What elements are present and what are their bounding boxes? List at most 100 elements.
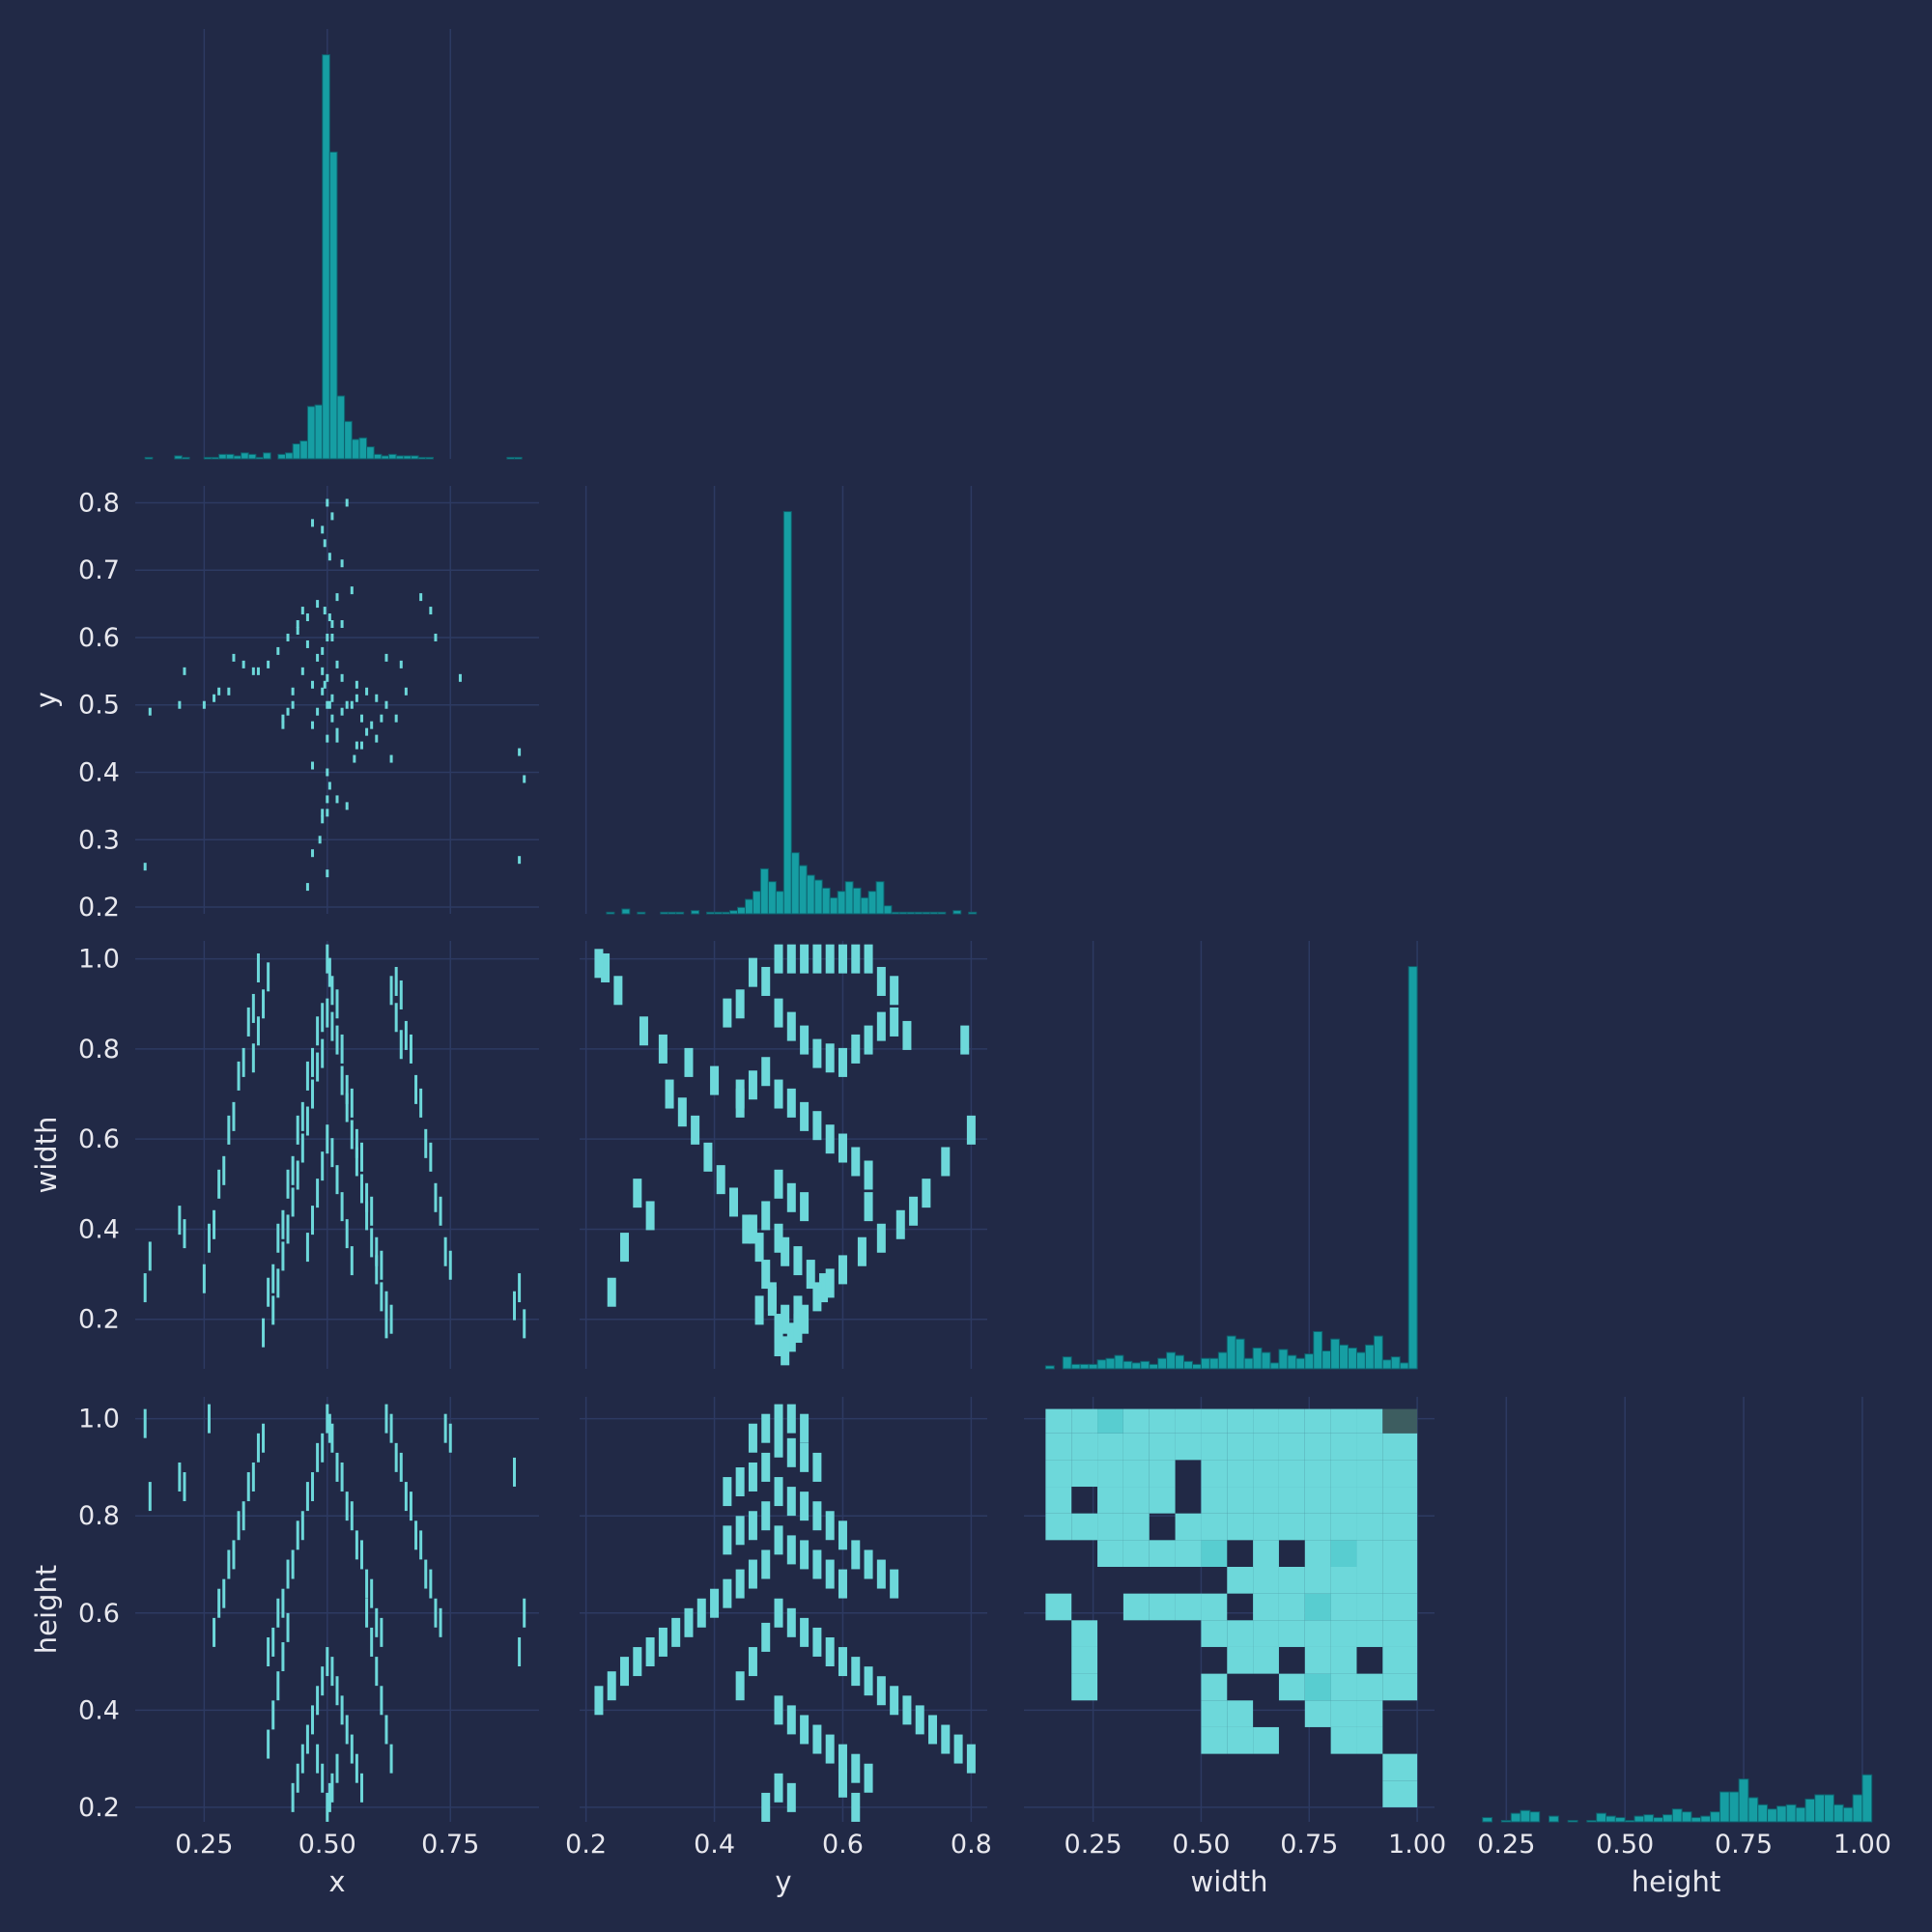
- hist-bar-width: [1278, 1349, 1289, 1370]
- scatter-mark-x_width: [434, 1182, 438, 1212]
- scatter-mark-y_height: [812, 1501, 822, 1531]
- hist-bar-x: [218, 453, 227, 460]
- heatmap-cell: [1201, 1433, 1228, 1461]
- hist-bar-width: [1105, 1357, 1116, 1370]
- scatter-mark-x_width: [305, 1233, 309, 1263]
- hist-bar-y: [729, 910, 738, 915]
- scatter-mark-x_y: [242, 660, 245, 668]
- heatmap-cell: [1278, 1567, 1305, 1594]
- scatter-mark-x_height: [213, 1617, 216, 1647]
- scatter-mark-x_height: [271, 1700, 275, 1730]
- scatter-mark-x_width: [326, 1124, 329, 1154]
- hist-bar-x: [225, 453, 235, 460]
- scatter-mark-y_height: [890, 1569, 899, 1599]
- x-tick-label-x: 0.75: [421, 1830, 479, 1860]
- scatter-mark-y_width: [754, 1295, 764, 1325]
- scatter-mark-y_width: [851, 944, 861, 974]
- scatter-mark-x_height: [327, 1782, 331, 1812]
- scatter-mark-x_width: [448, 1250, 452, 1280]
- hist-bar-x: [247, 453, 257, 460]
- scatter-mark-y_height: [761, 1413, 771, 1443]
- scatter-mark-x_y: [326, 700, 329, 709]
- hist-bar-width: [1175, 1354, 1185, 1370]
- scatter-mark-y_width: [761, 1201, 771, 1231]
- scatter-mark-x_y: [143, 863, 147, 871]
- scatter-mark-x_width: [251, 1043, 255, 1073]
- scatter-mark-x_width: [276, 1268, 280, 1298]
- scatter-mark-x_y: [404, 687, 408, 696]
- scatter-mark-x_height: [350, 1501, 354, 1531]
- scatter-mark-x_height: [448, 1423, 452, 1453]
- x-tick-label-width: 0.50: [1172, 1830, 1230, 1860]
- y-tick-label-y: 0.4: [78, 757, 120, 787]
- heatmap-cell: [1304, 1433, 1331, 1461]
- scatter-mark-x_height: [335, 1676, 339, 1706]
- hist-bar-width: [1243, 1357, 1254, 1370]
- scatter-mark-x_height: [414, 1520, 418, 1550]
- heatmap-cell: [1227, 1567, 1254, 1594]
- scatter-mark-y_width: [786, 1088, 796, 1118]
- scatter-mark-x_y: [345, 802, 349, 810]
- scatter-mark-x_width: [409, 1034, 412, 1064]
- scatter-mark-y_width: [838, 1255, 847, 1285]
- heatmap-cell: [1382, 1487, 1418, 1514]
- scatter-mark-y_height: [761, 1549, 771, 1579]
- heatmap-cell: [1071, 1646, 1098, 1674]
- scatter-mark-x_width: [262, 989, 266, 1019]
- hist-bar-x: [174, 455, 183, 460]
- scatter-mark-x_height: [384, 1404, 388, 1434]
- scatter-mark-y_width: [633, 1179, 642, 1208]
- scatter-mark-y_height: [812, 1627, 822, 1657]
- heatmap-cell: [1356, 1433, 1383, 1461]
- scatter-mark-x_y: [318, 836, 322, 844]
- scatter-mark-x_height: [439, 1607, 442, 1637]
- scatter-mark-x_y: [300, 607, 304, 615]
- hist-bar-x: [181, 456, 190, 460]
- scatter-mark-x_width: [316, 1179, 320, 1208]
- scatter-mark-y_height: [633, 1647, 642, 1677]
- y-tick-label-width: 0.4: [78, 1214, 120, 1244]
- scatter-mark-x_height: [370, 1578, 374, 1608]
- heatmap-cell: [1045, 1593, 1072, 1621]
- heatmap-cell: [1356, 1567, 1383, 1594]
- scatter-mark-x_y: [326, 869, 329, 878]
- heatmap-cell: [1382, 1593, 1418, 1621]
- hist-bar-x: [506, 456, 516, 460]
- scatter-mark-x_y: [429, 607, 433, 615]
- scatter-mark-y_width: [876, 1223, 886, 1253]
- heatmap-cell: [1227, 1700, 1254, 1727]
- scatter-mark-y_width: [781, 1236, 790, 1266]
- scatter-mark-x_width: [384, 1291, 388, 1321]
- scatter-mark-y_width: [838, 944, 847, 974]
- hist-bar-height: [1852, 1794, 1863, 1823]
- heatmap-cell: [1253, 1540, 1279, 1567]
- hist-bar-width: [1381, 1359, 1392, 1370]
- scatter-mark-x_height: [316, 1744, 320, 1774]
- x-axis-label-height: height: [1632, 1865, 1720, 1898]
- scatter-mark-x_y: [340, 620, 344, 629]
- hist-bar-y: [752, 891, 761, 915]
- hist-bar-height: [1643, 1814, 1655, 1823]
- hist-bar-x: [336, 395, 346, 460]
- heatmap-cell: [1330, 1540, 1357, 1567]
- scatter-mark-y_width: [754, 1233, 764, 1263]
- heatmap-cell: [1278, 1487, 1305, 1514]
- heatmap-cell: [1330, 1487, 1357, 1514]
- scatter-mark-x_y: [327, 781, 331, 790]
- scatter-mark-x_width: [340, 1034, 344, 1064]
- heatmap-cell: [1382, 1540, 1418, 1567]
- hist-bar-height: [1804, 1798, 1816, 1823]
- hist-bar-height: [1776, 1805, 1787, 1823]
- heatmap-cell: [1253, 1408, 1279, 1434]
- heatmap-cell: [1304, 1700, 1331, 1727]
- heatmap-cell: [1253, 1593, 1279, 1621]
- hist-bar-y: [952, 910, 962, 915]
- scatter-mark-y_height: [825, 1559, 835, 1589]
- scatter-mark-x_y: [311, 519, 315, 527]
- scatter-mark-x_width: [267, 962, 270, 992]
- scatter-mark-x_width: [439, 1196, 442, 1226]
- hist-bar-width: [1235, 1338, 1245, 1370]
- heatmap-cell: [1382, 1780, 1418, 1807]
- scatter-mark-x_height: [355, 1753, 358, 1783]
- scatter-mark-y_height: [786, 1487, 796, 1517]
